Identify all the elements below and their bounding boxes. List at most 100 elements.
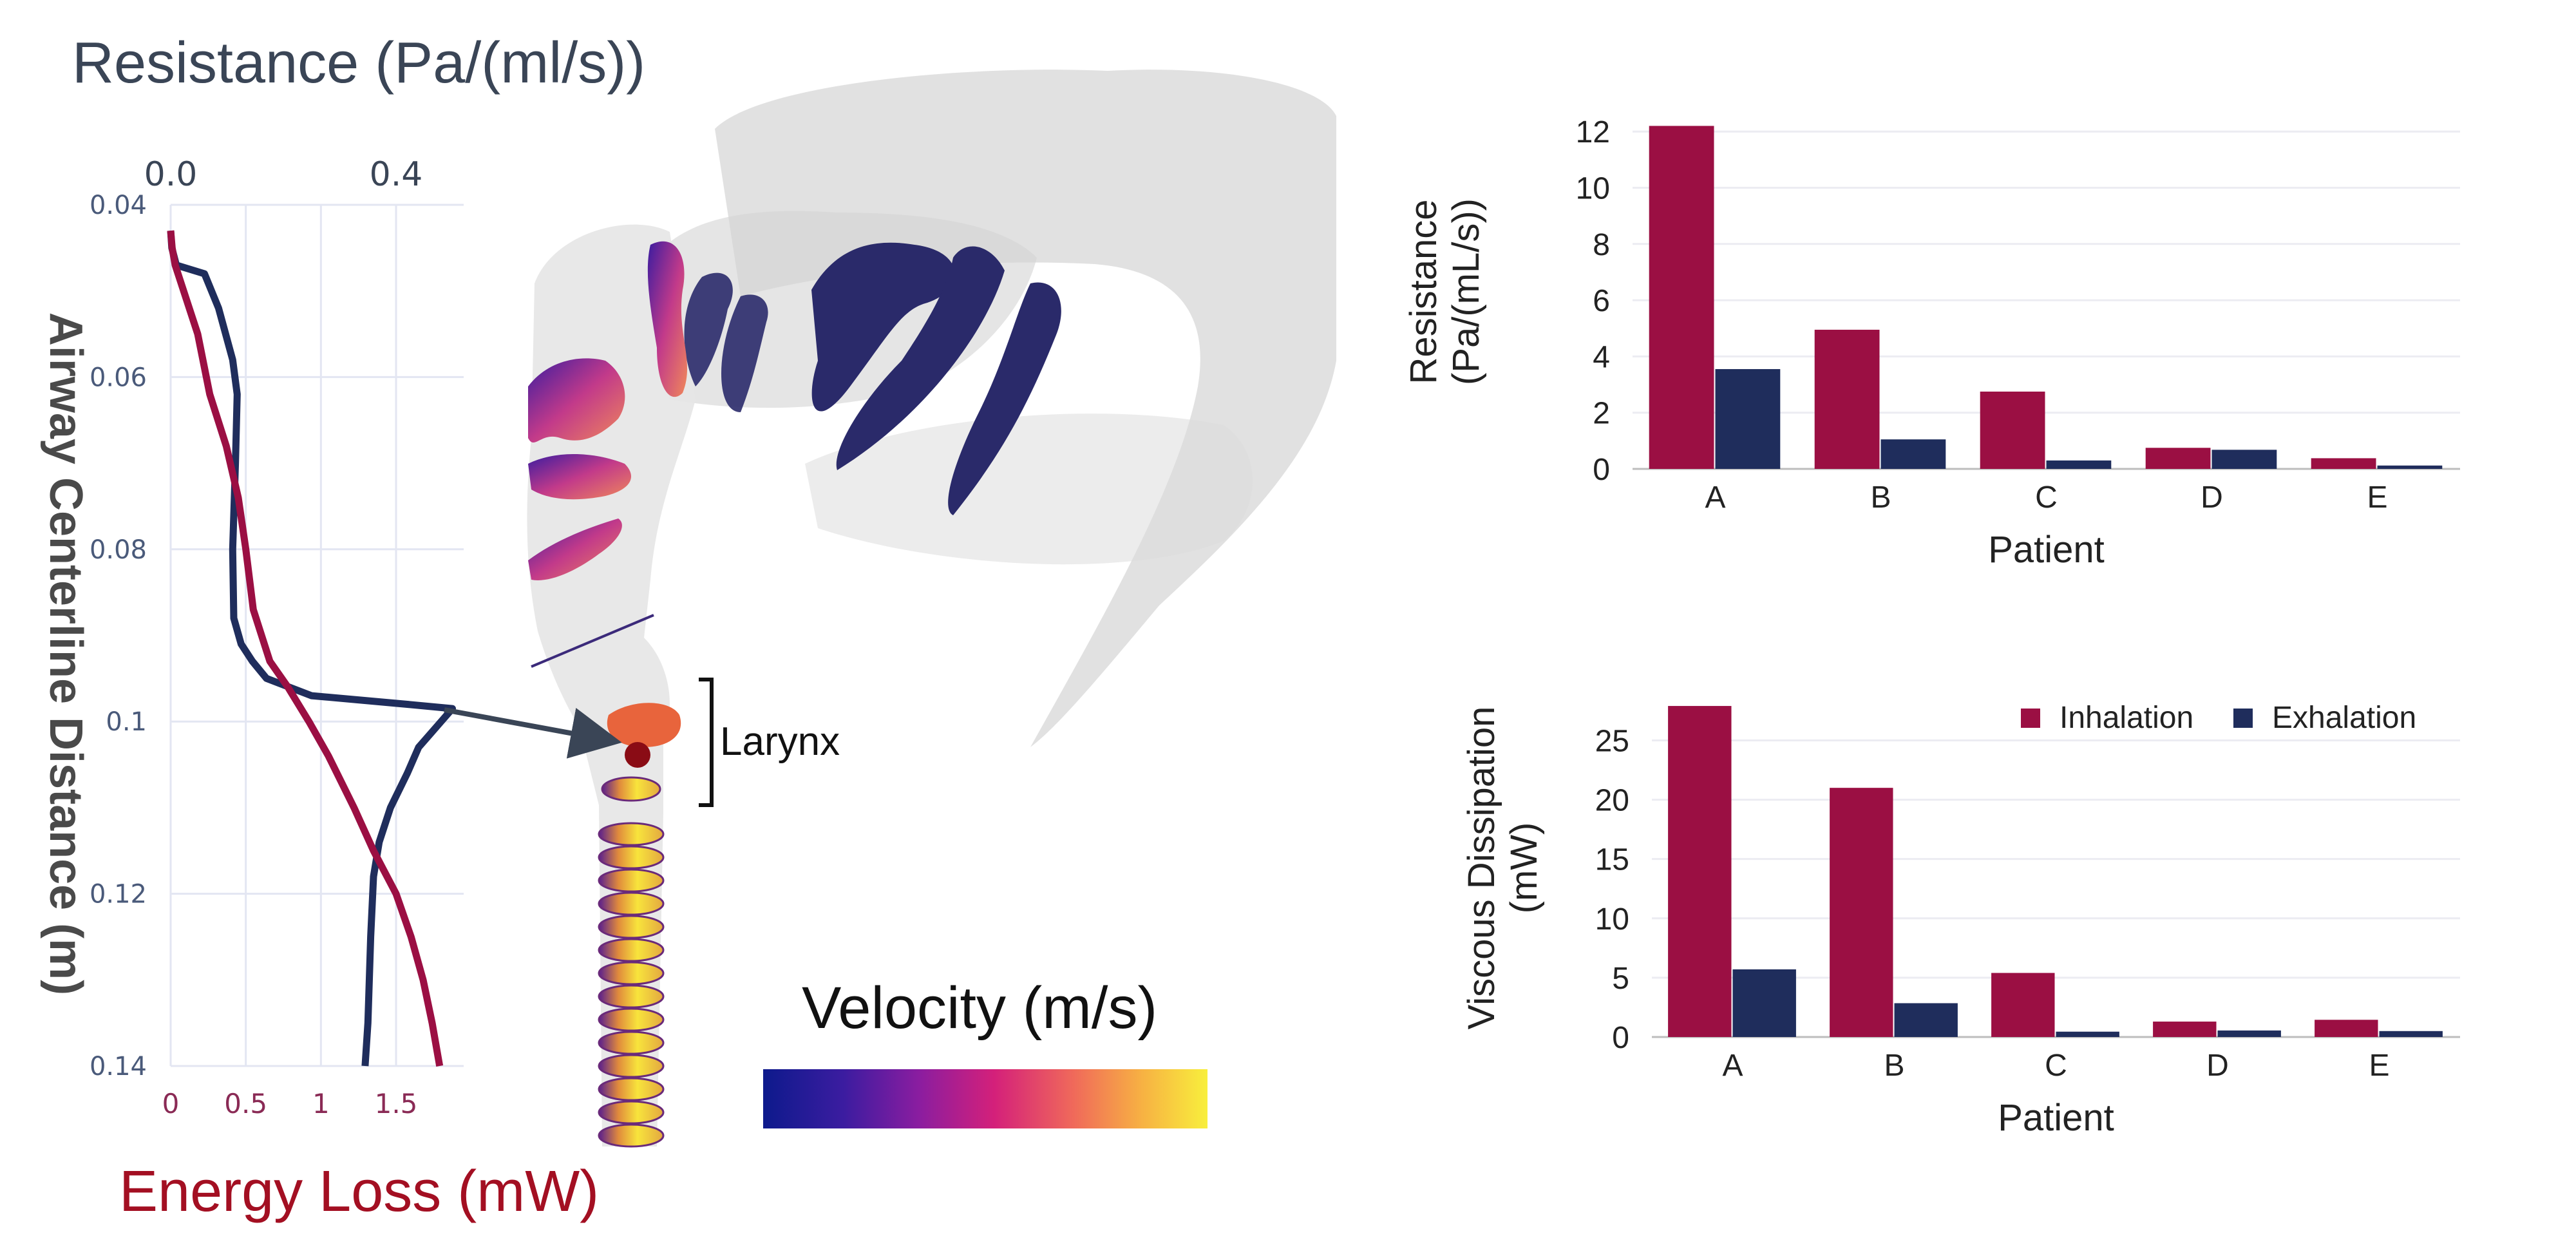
airway-y-tick-labels: 0.04 0.06 0.08 0.1 0.12 0.14 (90, 191, 147, 1081)
larynx-jet-slice (607, 703, 681, 747)
bar-inhalation-b (1830, 788, 1893, 1037)
bar-y-tick: 10 (1595, 902, 1629, 937)
bar-category-label: C (2045, 1049, 2067, 1083)
airway-profile-panel: Resistance (Pa/(ml/s)) 0.040.060.080.10.… (40, 31, 645, 1224)
trachea-ring (598, 984, 665, 1009)
energy-tick: 0.5 (224, 1088, 267, 1119)
bar-y-tick: 20 (1595, 784, 1629, 818)
trachea-velocity-rings (598, 776, 665, 1148)
pharynx-slice-3 (528, 519, 622, 580)
bar-exhalation-c (2056, 1031, 2119, 1037)
bar-category-label: B (1870, 481, 1891, 515)
bar-exhalation-a (1732, 969, 1796, 1037)
bar-y-axis-title-line: Viscous Dissipation (1461, 707, 1502, 1030)
bar-inhalation-e (2315, 1020, 2378, 1037)
legend-label-inhalation: Inhalation (2060, 701, 2193, 735)
oral-slice-1 (647, 241, 688, 397)
bar-y-axis-title-line: Resistance (1403, 200, 1444, 385)
bar-exhalation-c (2046, 460, 2112, 469)
energy-tick: 0 (162, 1088, 180, 1119)
bottom-axis-title: Energy Loss (mW) (119, 1159, 599, 1224)
airway-y-tick: 0.12 (90, 880, 147, 909)
colorbar-gradient (763, 1069, 1208, 1128)
energy-loss-profile-line (167, 230, 444, 1067)
bar-exhalation-b (1880, 439, 1946, 469)
larynx-bracket (699, 678, 714, 807)
resistance-bar-chart: 0 2 4 6 8 10 12 A B C D E Patient Resistance(Pa/(mL/s… (1403, 115, 2460, 571)
airway-profile-lines (167, 230, 456, 1067)
trachea-ring (598, 1031, 665, 1055)
trachea-ring (598, 961, 665, 985)
trachea-ring (601, 776, 661, 802)
bar-category-label: A (1705, 481, 1725, 515)
velocity-colorbar: Velocity (m/s) (763, 975, 1208, 1128)
resistance-profile-line (167, 230, 456, 1067)
pharynx-slice-2 (528, 454, 631, 500)
bar-y-tick: 15 (1595, 843, 1629, 877)
nasal-slice-3 (948, 282, 1061, 515)
bar-y-tick: 4 (1593, 340, 1610, 374)
legend-swatch-exhalation (2233, 709, 2253, 728)
trachea-ring (598, 891, 665, 916)
epiglottis-slice (531, 614, 654, 668)
bar-y-tick: 10 (1576, 171, 1610, 205)
resistance-top-tick: 0.4 (370, 155, 423, 194)
bar-y-tick: 5 (1612, 962, 1629, 996)
trachea-ring (598, 1123, 665, 1148)
trachea-ring (598, 915, 665, 939)
bar-y-tick: 6 (1593, 284, 1610, 318)
peak-to-larynx-arrow (444, 707, 622, 759)
energy-tick: 1.5 (375, 1088, 418, 1119)
top-axis-title: Resistance (Pa/(ml/s)) (72, 31, 645, 95)
bar-y-axis-title-line: (Pa/(mL/s)) (1445, 198, 1487, 385)
airway-y-tick: 0.14 (90, 1052, 147, 1081)
bar-inhalation-a (1668, 706, 1732, 1037)
nasal-slice-2 (836, 246, 1005, 470)
bar-x-axis-title: Patient (1998, 1097, 2114, 1139)
y-axis-title: Airway Centerline Distance (m) (40, 312, 91, 995)
trachea-ring (598, 938, 665, 962)
viscous-dissipation-bar-chart: 0 5 10 15 20 25 A B C D E Patient Viscous Dissipatio… (1461, 701, 2460, 1139)
nasal-slice-1 (811, 242, 955, 412)
bar-inhalation-b (1814, 329, 1880, 469)
energy-tick: 1 (312, 1088, 330, 1119)
bar-y-axis-title-line: (mW) (1503, 823, 1545, 914)
larynx-label: Larynx (720, 719, 840, 764)
pharynx-shell (805, 414, 1253, 565)
colorbar-title: Velocity (m/s) (802, 975, 1157, 1041)
bar-y-tick: 12 (1576, 115, 1610, 149)
bar-inhalation-c (1991, 973, 2055, 1037)
airway-y-tick: 0.08 (90, 535, 147, 565)
bar-category-label: A (1722, 1049, 1743, 1083)
bar-category-label: C (2035, 481, 2058, 515)
airway-rendering: Larynx (444, 70, 1336, 1148)
legend-swatch-inhalation (2021, 709, 2040, 728)
airway-profile-grid (169, 204, 464, 1067)
energy-bottom-tick-labels: 0 0.5 1 1.5 (162, 1088, 418, 1119)
bar-inhalation-d (2145, 448, 2211, 469)
airway-y-tick: 0.04 (90, 191, 147, 220)
bar-category-label: D (2201, 481, 2223, 515)
legend-label-exhalation: Exhalation (2272, 701, 2416, 735)
bar-category-label: E (2367, 481, 2387, 515)
bar-category-label: E (2369, 1049, 2389, 1083)
pharynx-slice-1 (528, 358, 625, 443)
airway-y-tick: 0.1 (106, 707, 147, 737)
nasal-slice-4 (684, 272, 733, 386)
trachea-ring (598, 1077, 665, 1101)
trachea-ring (598, 1100, 665, 1125)
bar-y-tick: 2 (1593, 397, 1610, 431)
bar-y-tick: 0 (1593, 453, 1610, 487)
bar-exhalation-b (1894, 1003, 1958, 1037)
nasal-cavity-shell (715, 70, 1336, 747)
bar-exhalation-e (2377, 465, 2443, 469)
bar-exhalation-d (2217, 1030, 2281, 1037)
trachea-ring (598, 845, 665, 870)
resistance-top-tick: 0.0 (144, 155, 198, 194)
bar-y-tick: 8 (1593, 228, 1610, 262)
larynx-jet-core (625, 742, 650, 768)
bar-exhalation-d (2211, 450, 2277, 469)
bar-y-tick: 25 (1595, 724, 1629, 758)
bar-exhalation-e (2379, 1031, 2443, 1037)
